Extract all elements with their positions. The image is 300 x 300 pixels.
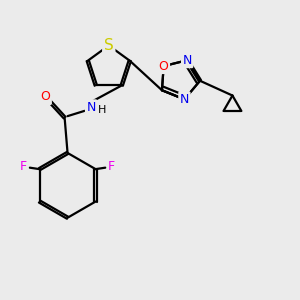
Text: O: O <box>159 60 169 73</box>
Text: N: N <box>86 101 96 114</box>
Text: H: H <box>98 105 106 115</box>
Text: F: F <box>108 160 116 173</box>
Text: N: N <box>180 93 189 106</box>
Text: O: O <box>40 91 50 103</box>
Text: S: S <box>104 38 114 53</box>
Text: N: N <box>182 54 192 67</box>
Text: F: F <box>20 160 27 173</box>
